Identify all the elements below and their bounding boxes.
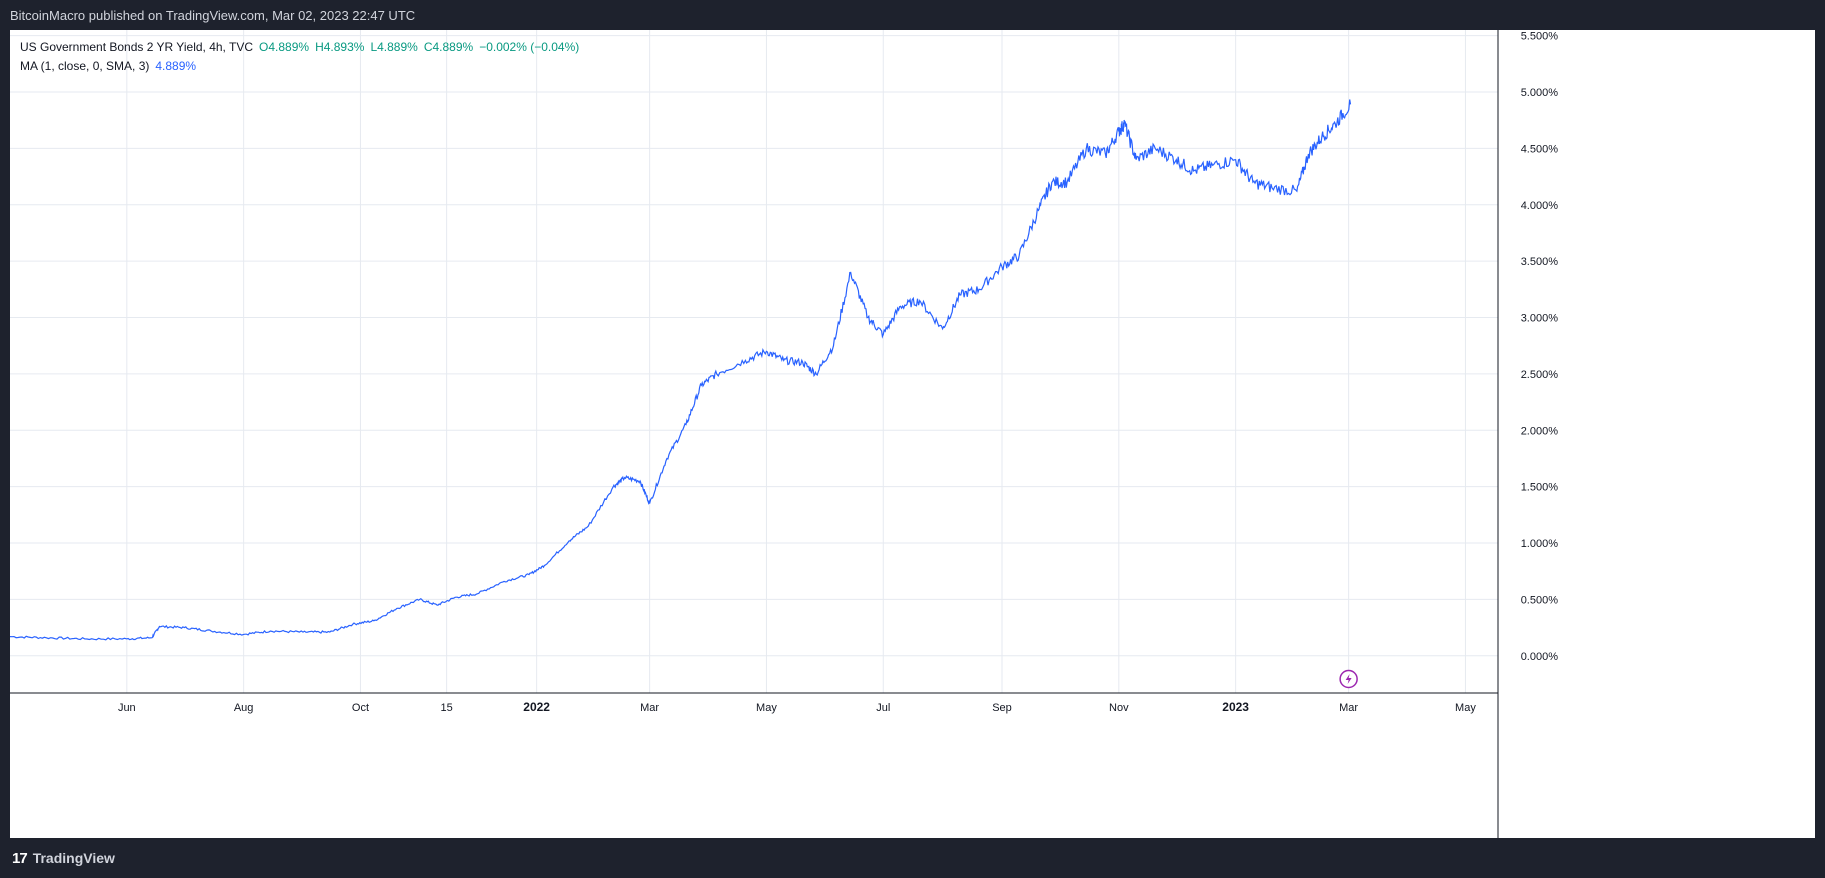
y-tick-label: 2.500%	[1521, 369, 1559, 381]
y-tick-label: 2.000%	[1521, 425, 1559, 437]
legend-symbol[interactable]: US Government Bonds 2 YR Yield, 4h, TVC	[20, 40, 254, 54]
x-tick-label: 15	[441, 702, 453, 714]
y-tick-label: 3.000%	[1521, 313, 1559, 325]
y-tick-label: 4.000%	[1521, 200, 1559, 212]
published-header: BitcoinMacro published on TradingView.co…	[0, 0, 1825, 30]
x-tick-label: Sep	[992, 702, 1012, 714]
y-tick-label: 0.000%	[1521, 651, 1559, 663]
chart-svg[interactable]: 0.000% 0.500% 1.000% 1.500% 2.000% 2.500% 3.00…	[10, 30, 1815, 838]
legend-high: H4.893%	[315, 40, 365, 54]
legend-low: L4.889%	[370, 40, 418, 54]
y-tick-label: 5.000%	[1521, 87, 1559, 99]
y-tick-label: 1.000%	[1521, 538, 1559, 550]
published-text: BitcoinMacro published on TradingView.co…	[10, 7, 416, 23]
x-tick-label: Mar	[640, 702, 659, 714]
legend-close: C4.889%	[423, 40, 474, 54]
lightning-icon-glyph	[1345, 674, 1352, 684]
series-line	[10, 99, 1352, 641]
x-tick-label: Mar	[1339, 702, 1358, 714]
legend-open: O4.889%	[259, 40, 310, 54]
legend-ma-row: MA (1, close, 0, SMA, 3) 4.889%	[20, 57, 579, 76]
chart-area[interactable]: 0.000% 0.500% 1.000% 1.500% 2.000% 2.500% 3.00…	[10, 30, 1815, 838]
chart-legend: US Government Bonds 2 YR Yield, 4h, TVC …	[20, 38, 579, 76]
x-tick-label: Jul	[876, 702, 890, 714]
legend-symbol-row: US Government Bonds 2 YR Yield, 4h, TVC …	[20, 38, 579, 57]
x-tick-label: 2022	[523, 700, 550, 714]
y-tick-label: 0.500%	[1521, 594, 1559, 606]
tradingview-logo-icon[interactable]: 17	[12, 849, 28, 867]
footer-bar: 17 TradingView	[0, 838, 1825, 878]
x-tick-label: Nov	[1109, 702, 1129, 714]
legend-ma-value: 4.889%	[155, 59, 197, 73]
x-tick-label: 2023	[1222, 700, 1249, 714]
x-tick-label: May	[1455, 702, 1476, 714]
x-tick-label: Oct	[352, 702, 369, 714]
y-tick-label: 3.500%	[1521, 256, 1559, 268]
x-tick-label: Aug	[234, 702, 254, 714]
footer-brand[interactable]: TradingView	[32, 850, 115, 866]
y-tick-label: 1.500%	[1521, 482, 1559, 494]
legend-change: −0.002% (−0.04%)	[479, 40, 580, 54]
legend-ma-label[interactable]: MA (1, close, 0, SMA, 3)	[20, 59, 150, 73]
y-tick-label: 4.500%	[1521, 143, 1559, 155]
y-tick-label: 5.500%	[1521, 31, 1559, 43]
x-tick-label: May	[756, 702, 777, 714]
x-tick-label: Jun	[118, 702, 136, 714]
